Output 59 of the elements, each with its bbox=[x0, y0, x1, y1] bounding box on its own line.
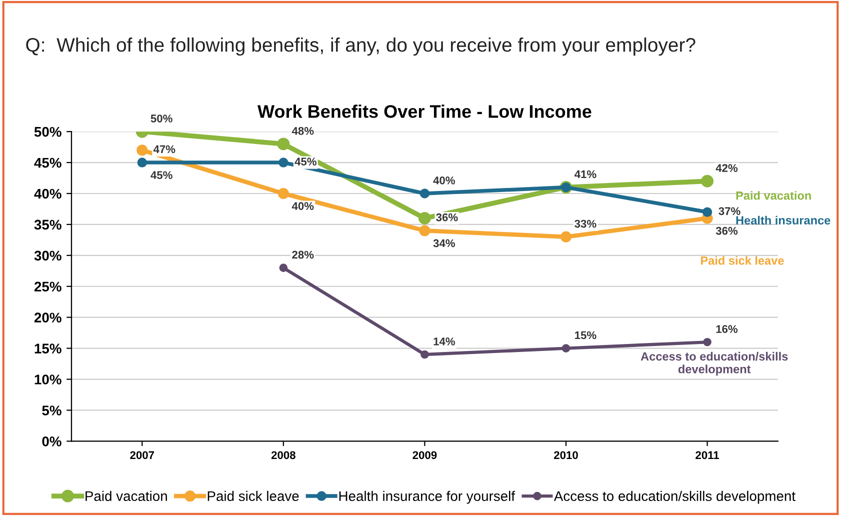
data-label: 15% bbox=[575, 331, 596, 340]
x-tick-label: 2009 bbox=[412, 451, 437, 460]
y-tick-label: 35% bbox=[34, 220, 62, 230]
data-label: 47% bbox=[153, 145, 176, 154]
data-label: 50% bbox=[150, 114, 172, 122]
legend-label: Health insurance for yourself bbox=[339, 490, 516, 504]
point bbox=[137, 158, 147, 168]
y-tick-label: 45% bbox=[34, 158, 62, 168]
data-label: 40% bbox=[433, 176, 455, 184]
point bbox=[560, 231, 572, 242]
x-tick-label: 2008 bbox=[271, 451, 296, 460]
x-tick-label: 2007 bbox=[130, 451, 154, 460]
legend-label: Paid sick leave bbox=[208, 490, 299, 502]
annotation: Health insurance bbox=[736, 216, 830, 225]
data-label: 34% bbox=[433, 239, 455, 248]
point bbox=[703, 338, 712, 346]
point bbox=[420, 188, 430, 198]
data-label: 16% bbox=[716, 325, 738, 333]
y-tick-label: 5% bbox=[42, 406, 62, 416]
y-tick-label: 25% bbox=[34, 282, 62, 292]
y-tick-label: 15% bbox=[34, 344, 62, 354]
point bbox=[278, 188, 289, 200]
data-label: 42% bbox=[716, 164, 738, 172]
data-label: 45% bbox=[150, 171, 172, 180]
data-label: 37% bbox=[718, 207, 740, 216]
y-tick-label: 0% bbox=[42, 436, 62, 446]
data-label: 36% bbox=[436, 213, 458, 222]
point bbox=[418, 212, 431, 225]
data-label: 33% bbox=[574, 220, 596, 228]
data-label: 48% bbox=[292, 126, 314, 135]
y-tick-label: 50% bbox=[34, 126, 62, 137]
point bbox=[278, 158, 288, 168]
legend-label: Paid vacation bbox=[86, 490, 167, 502]
data-label: 36% bbox=[716, 226, 738, 235]
data-label: 28% bbox=[292, 250, 314, 259]
chart-subtitle: Q: Which of the following benefits, if any, do you receive from your employer? bbox=[26, 38, 696, 56]
chart-title: Work Benefits Over Time - Low Income bbox=[258, 104, 592, 118]
point bbox=[279, 264, 288, 272]
y-tick-label: 10% bbox=[34, 374, 62, 384]
point bbox=[702, 207, 712, 217]
annotation: Paid vacation bbox=[736, 191, 811, 200]
y-tick-label: 40% bbox=[34, 188, 62, 199]
point bbox=[420, 350, 429, 359]
data-label: 45% bbox=[294, 158, 316, 166]
x-tick-label: 2011 bbox=[696, 451, 720, 460]
point bbox=[419, 225, 430, 236]
data-label: 41% bbox=[574, 170, 596, 178]
point bbox=[562, 344, 570, 352]
point bbox=[136, 144, 148, 156]
legend-label: Access to education/skills development bbox=[554, 490, 796, 504]
data-label: 40% bbox=[292, 202, 314, 210]
point bbox=[701, 174, 714, 188]
annotation: Paid sick leave bbox=[701, 256, 784, 265]
point bbox=[277, 138, 290, 150]
y-tick-label: 20% bbox=[34, 312, 62, 323]
annotation: Access to education/skills development bbox=[640, 352, 788, 376]
data-label: 14% bbox=[434, 338, 455, 346]
x-tick-label: 2010 bbox=[554, 451, 578, 460]
y-tick-label: 30% bbox=[34, 250, 62, 261]
